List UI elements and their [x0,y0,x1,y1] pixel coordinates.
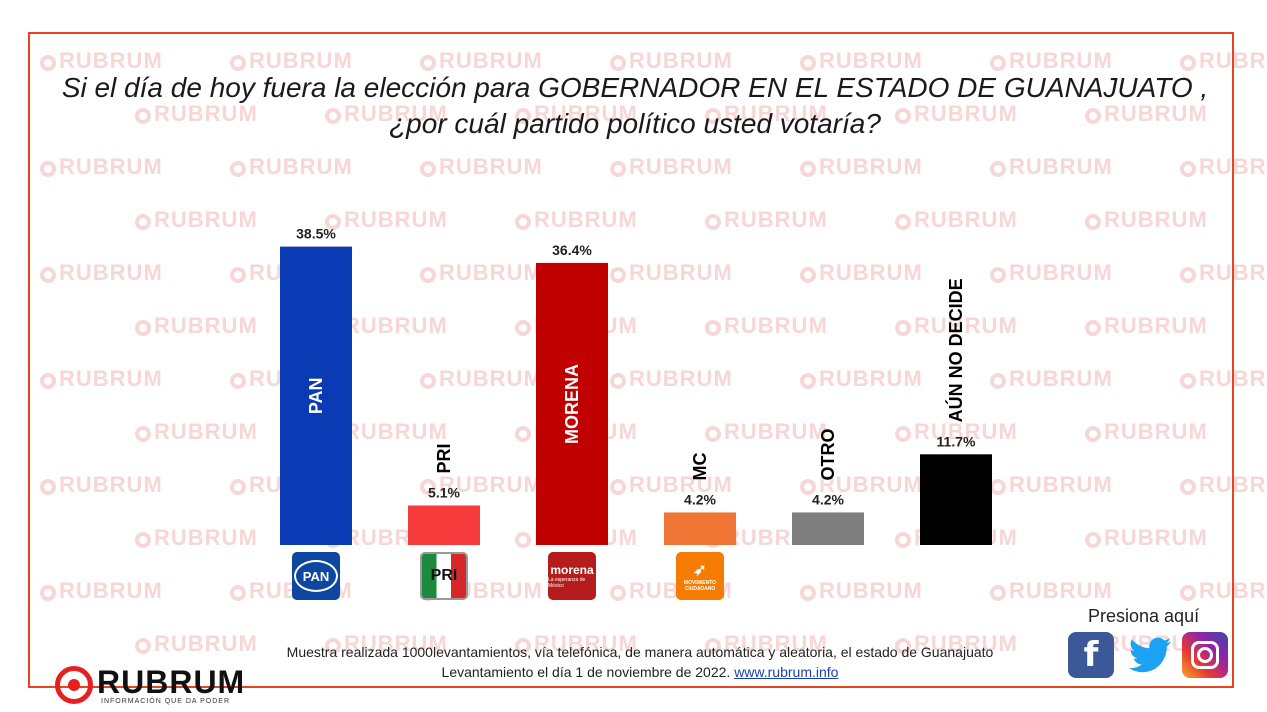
category-label-otro: OTRO [818,428,838,480]
rubrum-brand-logo[interactable]: RUBRUM INFORMACIÓN QUE DA PODER [55,664,245,708]
category-label-pan: PAN [306,377,326,414]
category-label-pri: PRI [434,443,454,473]
bar-morena [536,262,608,545]
brand-tagline: INFORMACIÓN QUE DA PODER [101,698,231,705]
morena-logo: morena La esperanza de México [548,552,596,600]
bar-pri [408,505,480,545]
twitter-bird-icon [1128,637,1172,673]
morena-logo-subtext: La esperanza de México [548,577,586,589]
content-frame [28,32,1234,688]
value-label-a-n-no-decide: 11.7% [937,433,976,449]
mc-eagle-icon: ➶ [693,562,707,579]
rubrum-website-link[interactable]: www.rubrum.info [734,664,839,680]
pri-logo: PRI [420,552,468,600]
mc-logo-subtext: CIUDADANO [684,586,716,592]
social-prompt: Presiona aquí [1088,606,1200,626]
brand-name: RUBRUM [97,664,246,700]
category-label-a-n-no-decide: AÚN NO DECIDE [945,278,966,422]
value-label-otro: 4.2% [812,491,844,507]
footnote-line-1: Muestra realizada 1000levantamientos, ví… [286,644,994,660]
instagram-icon[interactable] [1182,632,1228,678]
chart-title: Si el día de hoy fuera la elección para … [61,72,1209,139]
bar-mc [664,512,736,545]
footnote-line-2: Levantamiento el día 1 de noviembre de 2… [220,662,1060,682]
pan-logo: PAN [292,552,340,600]
twitter-icon[interactable] [1127,632,1173,678]
facebook-icon[interactable]: f [1068,632,1114,678]
value-label-pan: 38.5% [296,226,336,242]
instagram-camera-icon [1191,641,1219,669]
morena-logo-text: morena [550,563,594,577]
value-label-pri: 5.1% [428,484,460,500]
rubrum-ring-icon [55,666,93,704]
bar-pan [280,246,352,545]
bar-otro [792,512,864,545]
value-label-morena: 36.4% [552,242,592,258]
category-label-morena: MORENA [562,364,582,444]
pri-logo-text: PRI [430,567,458,584]
pan-logo-text: PAN [294,560,338,592]
bar-a-n-no-decide [920,454,992,545]
category-label-mc: MC [690,452,710,480]
value-label-mc: 4.2% [684,491,716,507]
survey-footnote: Muestra realizada 1000levantamientos, ví… [220,642,1060,682]
mc-logo-text: MOVIMIENTO [683,580,717,586]
footnote-date: Levantamiento el día 1 de noviembre de 2… [441,664,735,680]
mc-logo: ➶ MOVIMIENTO CIUDADANO [676,552,724,600]
